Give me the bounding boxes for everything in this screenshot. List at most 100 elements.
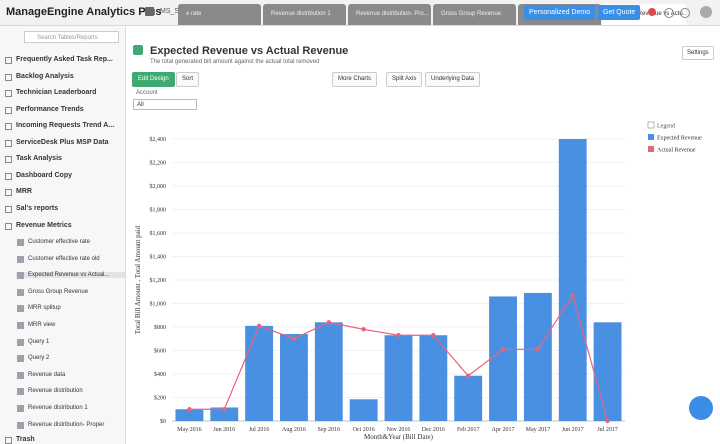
sidebar-report[interactable]: Query 2 bbox=[16, 355, 50, 363]
quote-button[interactable]: Get Quote bbox=[598, 5, 641, 20]
x-tick-label: Dec 2016 bbox=[422, 427, 445, 433]
y-tick-label: $400 bbox=[154, 371, 166, 378]
sidebar-report[interactable]: Revenue distribution- Proper bbox=[16, 421, 105, 429]
demo-button[interactable]: Personalized Demo bbox=[524, 5, 596, 20]
sidebar-report[interactable]: Customer effective rate bbox=[17, 239, 90, 246]
bar bbox=[210, 407, 239, 421]
sidebar-report[interactable]: Query 1 bbox=[16, 338, 50, 346]
avatar[interactable] bbox=[700, 6, 712, 18]
sidebar-item[interactable]: Task Analysis bbox=[5, 155, 62, 163]
sidebar-item[interactable]: MRR bbox=[5, 188, 32, 196]
home-icon[interactable] bbox=[145, 7, 154, 16]
chat-button[interactable] bbox=[689, 396, 713, 420]
tab[interactable]: Gross Group Revenue bbox=[433, 4, 516, 25]
report-title: Expected Revenue vs Actual Revenue bbox=[150, 45, 349, 57]
sidebar-item[interactable]: Incoming Requests Trend A... bbox=[4, 122, 115, 130]
y-axis-title: Total Bill Amount , Total Amount paid bbox=[134, 225, 142, 334]
sidebar-report[interactable]: Revenue data bbox=[16, 371, 66, 379]
line-point bbox=[605, 418, 610, 424]
line-point bbox=[465, 373, 471, 378]
trash[interactable]: Trash bbox=[5, 436, 35, 444]
line-point bbox=[326, 320, 332, 325]
y-tick-label: $1,000 bbox=[150, 301, 167, 308]
sidebar-report[interactable]: Revenue distribution 1 bbox=[17, 405, 88, 412]
y-tick-label: $2,400 bbox=[150, 136, 167, 143]
x-tick-label: May 2017 bbox=[526, 427, 551, 433]
legend-swatch bbox=[648, 134, 654, 140]
y-tick-label: $800 bbox=[154, 324, 166, 331]
legend-title: Legend bbox=[657, 124, 675, 130]
legend-label: Expected Revenue bbox=[657, 136, 702, 142]
line-point bbox=[361, 327, 366, 332]
bar bbox=[489, 296, 517, 421]
tab[interactable]: Revenue distribution 1 bbox=[263, 4, 346, 25]
y-tick-label: $1,400 bbox=[150, 254, 167, 261]
line-point bbox=[222, 407, 227, 412]
split-axis-button[interactable]: Split Axis bbox=[386, 72, 423, 87]
settings-button[interactable]: Settings bbox=[682, 46, 714, 60]
bar bbox=[349, 399, 378, 421]
sidebar-item[interactable]: Technician Leaderboard bbox=[4, 89, 97, 97]
line-point bbox=[256, 323, 262, 329]
sidebar-folder[interactable]: Revenue Metrics bbox=[5, 222, 72, 230]
bar bbox=[558, 139, 587, 421]
sidebar-item[interactable]: Sal's reports bbox=[4, 204, 59, 213]
sidebar-report[interactable]: MRR view bbox=[16, 322, 56, 329]
line-point bbox=[570, 293, 575, 298]
gear-icon[interactable] bbox=[664, 8, 674, 18]
bar bbox=[593, 322, 622, 421]
sidebar-item[interactable]: Dashboard Copy bbox=[4, 171, 73, 180]
y-tick-label: $1,600 bbox=[150, 230, 167, 237]
x-tick-label: Jul 2017 bbox=[597, 427, 618, 433]
y-tick-label: $0 bbox=[160, 418, 166, 425]
sidebar-report[interactable]: Expected Revenue vs Actual... bbox=[16, 272, 125, 280]
more-charts-button[interactable]: More Charts bbox=[332, 72, 378, 87]
x-tick-label: Aug 2016 bbox=[282, 427, 306, 433]
bar bbox=[314, 322, 343, 421]
x-tick-label: Apr 2017 bbox=[492, 427, 515, 433]
sidebar-report[interactable]: Revenue distribution bbox=[17, 388, 83, 396]
x-tick-label: Nov 2016 bbox=[387, 427, 411, 433]
x-tick-label: Jul 2016 bbox=[249, 427, 270, 433]
x-tick-label: May 2016 bbox=[177, 427, 202, 433]
help-icon[interactable] bbox=[680, 8, 690, 18]
x-axis-title: Month&Year (Bill Date) bbox=[364, 433, 434, 441]
report-icon bbox=[133, 45, 143, 55]
legend-checkbox bbox=[647, 121, 655, 129]
bar bbox=[419, 335, 448, 421]
sidebar-report[interactable]: Customer effective rate old bbox=[17, 255, 100, 263]
edit-design-button[interactable]: Edit Design bbox=[132, 72, 175, 87]
sidebar-report[interactable]: MRR splitup bbox=[17, 305, 61, 313]
sidebar-item[interactable]: Backlog Analysis bbox=[5, 72, 74, 81]
chart: $0 $200 $400 $600 $800 $1,000 $1,200 $1,400 $1,6… bbox=[134, 121, 702, 441]
x-tick-label: Sep 2016 bbox=[318, 427, 341, 433]
bar bbox=[245, 325, 274, 421]
sidebar-item[interactable]: ServiceDesk Plus MSP Data bbox=[4, 138, 109, 147]
underlying-data-button[interactable]: Underlying Data bbox=[425, 72, 481, 87]
line-point bbox=[431, 333, 436, 338]
line-point bbox=[187, 407, 192, 412]
filter-label: Account bbox=[136, 90, 158, 96]
notify-icon[interactable] bbox=[648, 8, 656, 16]
x-tick-label: Feb 2017 bbox=[457, 427, 480, 433]
line-point bbox=[500, 347, 506, 352]
filter-select[interactable]: All bbox=[133, 99, 197, 110]
x-tick-label: Oct 2016 bbox=[353, 427, 375, 433]
tab[interactable]: Revenue distribution- Pro... bbox=[348, 4, 431, 25]
legend-label: Actual Revenue bbox=[657, 148, 696, 154]
y-tick-label: $1,200 bbox=[150, 277, 167, 284]
sort-button[interactable]: Sort bbox=[176, 72, 200, 87]
y-tick-label: $2,200 bbox=[150, 160, 167, 167]
sidebar-item[interactable]: Performance Trends bbox=[5, 105, 84, 114]
sidebar-item[interactable]: Frequently Asked Task Rep... bbox=[5, 56, 113, 64]
logo[interactable]: ManageEngine Analytics Plus bbox=[6, 6, 162, 18]
y-tick-label: $200 bbox=[154, 395, 166, 402]
search-box[interactable]: Search Tables/Reports bbox=[24, 31, 119, 43]
tab[interactable]: e rate bbox=[178, 4, 261, 25]
bar bbox=[523, 292, 552, 421]
top-bar: ManageEngine Analytics Plus MS_SDP_MSP_D… bbox=[0, 0, 720, 26]
report-subtitle: The total generated bill amount against … bbox=[150, 59, 320, 65]
y-tick-label: $1,800 bbox=[150, 207, 167, 214]
line-point bbox=[291, 336, 297, 341]
sidebar-report[interactable]: Gross Group Revenue bbox=[16, 288, 89, 296]
